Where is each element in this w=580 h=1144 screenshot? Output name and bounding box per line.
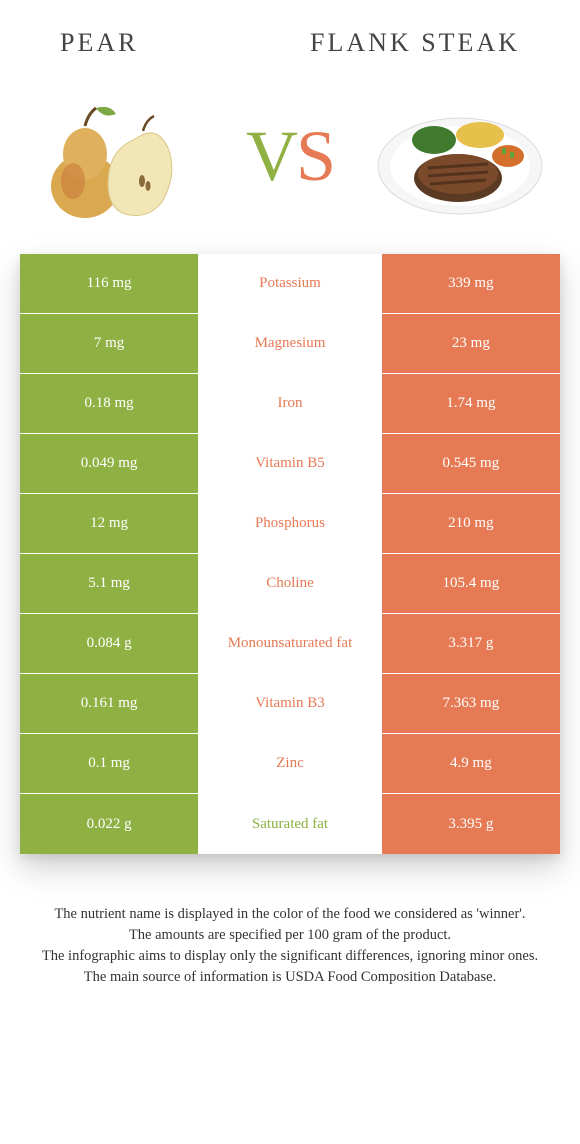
- right-value-cell: 1.74 mg: [382, 374, 560, 433]
- vs-letter-s: S: [296, 116, 334, 196]
- infographic-container: PEAR FLANK STEAK VS: [0, 0, 580, 1008]
- table-row: 5.1 mgCholine105.4 mg: [20, 554, 560, 614]
- right-value-cell: 0.545 mg: [382, 434, 560, 493]
- steak-image: [370, 86, 550, 226]
- table-row: 7 mgMagnesium23 mg: [20, 314, 560, 374]
- table-row: 0.084 gMonounsaturated fat3.317 g: [20, 614, 560, 674]
- table-row: 0.1 mgZinc4.9 mg: [20, 734, 560, 794]
- nutrient-name-cell: Potassium: [198, 254, 382, 313]
- right-value-cell: 3.395 g: [382, 794, 560, 854]
- table-row: 116 mgPotassium339 mg: [20, 254, 560, 314]
- right-value-cell: 4.9 mg: [382, 734, 560, 793]
- left-value-cell: 5.1 mg: [20, 554, 198, 613]
- left-value-cell: 116 mg: [20, 254, 198, 313]
- right-value-cell: 3.317 g: [382, 614, 560, 673]
- left-food-title: PEAR: [60, 28, 138, 58]
- right-value-cell: 105.4 mg: [382, 554, 560, 613]
- pear-image: [30, 86, 210, 226]
- table-row: 0.049 mgVitamin B50.545 mg: [20, 434, 560, 494]
- right-food-title: FLANK STEAK: [310, 28, 520, 58]
- left-value-cell: 0.084 g: [20, 614, 198, 673]
- nutrient-name-cell: Monounsaturated fat: [198, 614, 382, 673]
- header-titles-row: PEAR FLANK STEAK: [0, 0, 580, 76]
- footer-notes: The nutrient name is displayed in the co…: [0, 854, 580, 1008]
- nutrient-name-cell: Vitamin B3: [198, 674, 382, 733]
- steak-plate-icon: [370, 86, 550, 226]
- right-value-cell: 339 mg: [382, 254, 560, 313]
- right-value-cell: 23 mg: [382, 314, 560, 373]
- nutrient-name-cell: Zinc: [198, 734, 382, 793]
- nutrient-name-cell: Vitamin B5: [198, 434, 382, 493]
- table-row: 0.161 mgVitamin B37.363 mg: [20, 674, 560, 734]
- nutrient-name-cell: Iron: [198, 374, 382, 433]
- right-value-cell: 210 mg: [382, 494, 560, 553]
- table-row: 0.18 mgIron1.74 mg: [20, 374, 560, 434]
- left-value-cell: 0.022 g: [20, 794, 198, 854]
- left-value-cell: 0.1 mg: [20, 734, 198, 793]
- table-row: 0.022 gSaturated fat3.395 g: [20, 794, 560, 854]
- nutrient-comparison-table: 116 mgPotassium339 mg7 mgMagnesium23 mg0…: [20, 254, 560, 854]
- nutrient-name-cell: Magnesium: [198, 314, 382, 373]
- left-value-cell: 12 mg: [20, 494, 198, 553]
- left-value-cell: 0.161 mg: [20, 674, 198, 733]
- right-value-cell: 7.363 mg: [382, 674, 560, 733]
- images-row: VS: [0, 76, 580, 254]
- vs-letter-v: V: [246, 116, 296, 196]
- nutrient-name-cell: Phosphorus: [198, 494, 382, 553]
- left-value-cell: 7 mg: [20, 314, 198, 373]
- nutrient-name-cell: Saturated fat: [198, 794, 382, 854]
- footer-line-2: The amounts are specified per 100 gram o…: [30, 925, 550, 946]
- vs-label: VS: [246, 115, 334, 198]
- footer-line-3: The infographic aims to display only the…: [30, 946, 550, 967]
- footer-line-1: The nutrient name is displayed in the co…: [30, 904, 550, 925]
- left-value-cell: 0.049 mg: [20, 434, 198, 493]
- nutrient-name-cell: Choline: [198, 554, 382, 613]
- left-value-cell: 0.18 mg: [20, 374, 198, 433]
- pear-icon: [30, 86, 210, 226]
- table-row: 12 mgPhosphorus210 mg: [20, 494, 560, 554]
- footer-line-4: The main source of information is USDA F…: [30, 967, 550, 988]
